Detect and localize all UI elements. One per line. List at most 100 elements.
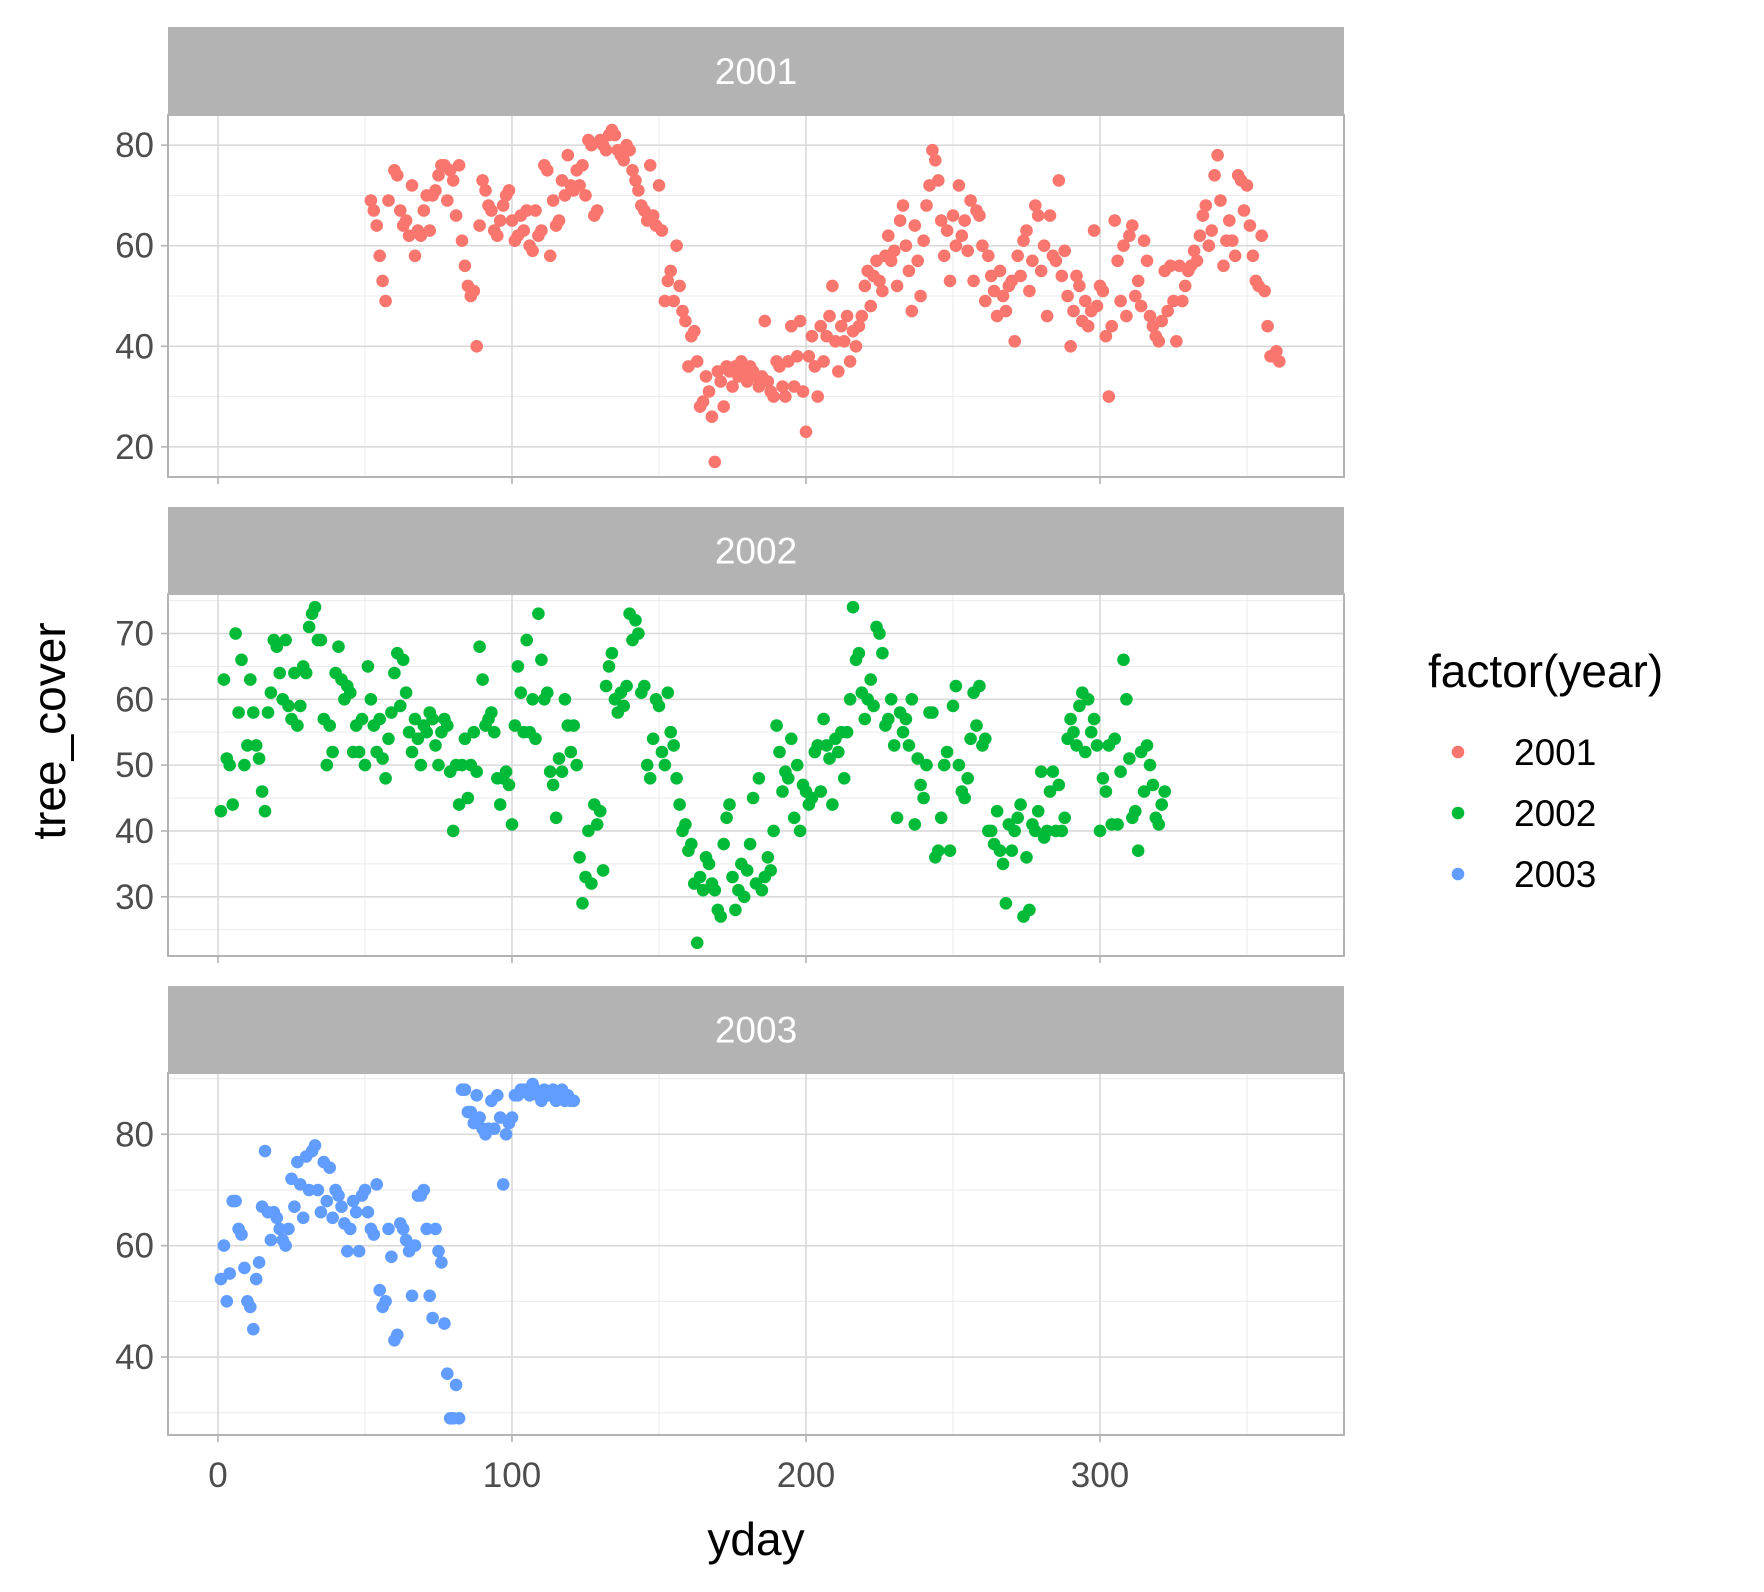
- data-point: [817, 712, 830, 726]
- data-point: [299, 666, 313, 680]
- data-point: [917, 791, 930, 805]
- data-point: [958, 791, 971, 805]
- data-point: [1123, 229, 1136, 242]
- data-point: [896, 725, 910, 739]
- data-point: [679, 818, 692, 831]
- y-tick-label: 60: [115, 680, 154, 719]
- data-point: [364, 194, 378, 207]
- y-tick-label: 60: [115, 227, 154, 266]
- data-point: [1237, 204, 1251, 217]
- data-point: [573, 179, 586, 192]
- data-point: [752, 772, 766, 785]
- data-point: [1146, 778, 1160, 792]
- data-point: [549, 811, 563, 825]
- data-point: [582, 824, 595, 838]
- data-point: [396, 653, 410, 667]
- data-point: [673, 798, 686, 811]
- data-point: [405, 1289, 419, 1303]
- data-point: [558, 693, 572, 706]
- data-point: [391, 169, 404, 182]
- data-point: [429, 1222, 442, 1236]
- data-point: [949, 679, 963, 693]
- data-point: [1031, 209, 1045, 222]
- data-point: [1043, 209, 1057, 222]
- data-point: [455, 234, 469, 247]
- data-point: [1134, 299, 1148, 313]
- data-point: [667, 739, 680, 752]
- data-point: [308, 600, 322, 614]
- data-point: [976, 239, 989, 252]
- y-tick-label: 40: [115, 812, 154, 851]
- data-point: [929, 154, 942, 167]
- data-point: [873, 274, 886, 288]
- data-point: [973, 679, 986, 693]
- data-point: [470, 340, 484, 353]
- data-point: [446, 174, 460, 187]
- legend-key: [1451, 745, 1465, 759]
- data-point: [458, 732, 472, 746]
- data-point: [720, 811, 733, 825]
- strip-label: 2001: [715, 51, 797, 92]
- data-point: [247, 1322, 260, 1336]
- legend-label: 2003: [1514, 854, 1596, 895]
- data-point: [1099, 785, 1113, 798]
- data-point: [441, 719, 454, 732]
- data-point: [379, 294, 392, 308]
- data-point: [1058, 811, 1071, 825]
- data-point: [1131, 274, 1145, 288]
- data-point: [602, 660, 616, 673]
- data-point: [320, 1194, 334, 1208]
- data-point: [670, 239, 683, 252]
- legend-title: factor(year): [1428, 645, 1663, 697]
- data-point: [341, 1244, 354, 1258]
- data-point: [288, 666, 301, 680]
- data-point: [905, 693, 919, 706]
- data-point: [1011, 249, 1024, 263]
- data-point: [973, 209, 986, 222]
- data-point: [220, 1295, 234, 1308]
- data-point: [493, 214, 507, 227]
- data-point: [1131, 844, 1145, 857]
- legend: factor(year) 2001 2002 2003: [1428, 645, 1663, 895]
- data-point: [1155, 314, 1168, 328]
- data-point: [690, 936, 704, 950]
- data-point: [702, 385, 716, 398]
- data-point: [608, 128, 622, 142]
- data-point: [943, 274, 957, 288]
- data-point: [370, 1178, 384, 1191]
- data-point: [335, 1200, 348, 1213]
- data-point: [658, 758, 672, 772]
- data-point: [714, 910, 727, 923]
- data-point: [499, 1128, 513, 1141]
- data-point: [344, 1222, 357, 1236]
- data-point: [837, 335, 851, 348]
- data-point: [1228, 249, 1242, 263]
- data-point: [979, 732, 992, 746]
- data-point: [761, 851, 775, 864]
- data-point: [1029, 199, 1042, 212]
- panel-border: [167, 1072, 1345, 1436]
- data-point: [705, 410, 719, 424]
- data-point: [367, 1228, 381, 1241]
- data-point: [288, 1200, 301, 1213]
- data-point: [1070, 739, 1083, 752]
- data-point: [1158, 785, 1171, 798]
- data-point: [417, 1183, 431, 1197]
- data-point: [491, 1089, 504, 1102]
- data-point: [599, 679, 613, 693]
- data-point: [673, 279, 686, 293]
- data-point: [302, 1183, 316, 1197]
- data-point: [270, 640, 284, 653]
- x-axis-title: yday: [707, 1513, 804, 1565]
- data-point: [955, 229, 969, 242]
- data-point: [217, 673, 231, 686]
- data-point: [429, 739, 442, 752]
- data-point: [214, 804, 228, 818]
- data-point: [394, 699, 407, 713]
- data-point: [1178, 279, 1192, 293]
- data-point: [364, 693, 378, 706]
- data-point: [729, 903, 742, 917]
- data-point: [596, 864, 610, 877]
- strip-background: [168, 27, 1344, 115]
- data-point: [717, 400, 730, 413]
